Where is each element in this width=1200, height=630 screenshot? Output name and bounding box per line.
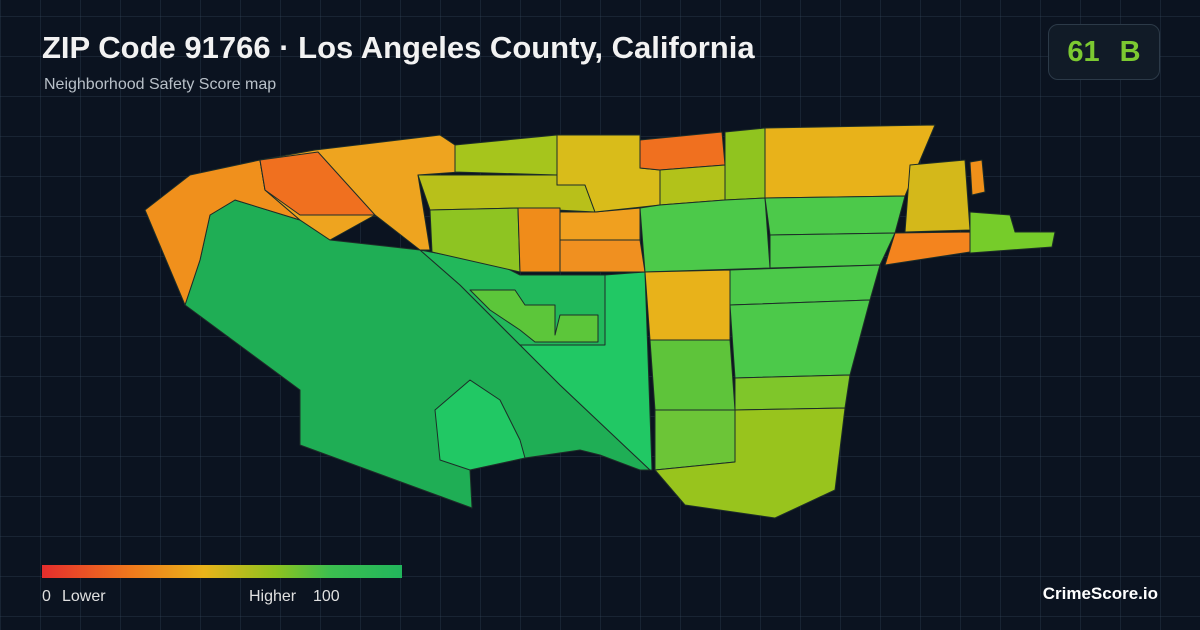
region: [654, 409, 736, 471]
region: [259, 151, 376, 216]
legend-gradient: [42, 565, 402, 578]
legend-min-label: Lower: [62, 588, 106, 605]
score-badge: 61 B: [1048, 24, 1160, 80]
region: [559, 207, 641, 241]
title: ZIP Code 91766 · Los Angeles County, Cal…: [42, 30, 755, 65]
region: [559, 239, 646, 273]
region: [734, 374, 851, 411]
region: [639, 131, 726, 171]
region: [654, 407, 846, 519]
region: [904, 159, 971, 233]
region: [517, 207, 561, 273]
region: [144, 159, 301, 306]
region: [969, 159, 986, 196]
subtitle: Neighborhood Safety Score map: [44, 76, 277, 93]
region: [769, 232, 896, 269]
grade: B: [1119, 35, 1141, 68]
score: 61: [1067, 35, 1100, 68]
region: [729, 299, 871, 379]
region: [519, 271, 653, 471]
region: [969, 211, 1056, 254]
region: [639, 197, 771, 273]
brand: CrimeScore.io: [1042, 584, 1158, 603]
region: [454, 134, 558, 176]
legend-min: 0: [42, 588, 51, 605]
region: [884, 231, 971, 266]
legend-max-label: Higher: [249, 588, 297, 605]
region: [764, 195, 906, 236]
region: [724, 127, 766, 201]
legend-max: 100: [313, 588, 340, 605]
region: [469, 289, 599, 343]
region: [649, 339, 736, 411]
region: [644, 269, 731, 341]
region: [434, 379, 526, 471]
region: [729, 264, 881, 306]
region: [659, 164, 726, 206]
